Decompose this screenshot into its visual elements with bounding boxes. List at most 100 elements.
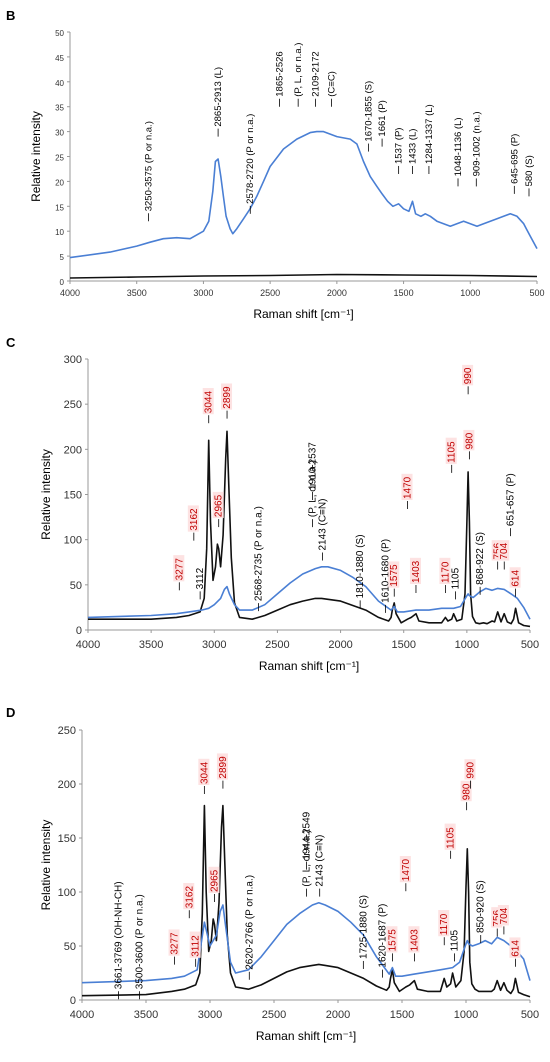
annotation-label: 3250-3575 (P or n.a.) [143,121,154,211]
annotation: 3162 [187,505,200,541]
x-tick-label: 3500 [139,639,163,651]
y-tick-label: 250 [58,725,76,737]
annotation: 2865-2913 (L) [213,67,224,137]
annotation-highlight [189,931,201,958]
x-tick-label: 3000 [198,1009,222,1021]
annotation: 1048-1136 (L) [453,117,464,187]
panel-label: B [6,8,15,23]
annotation-label: 1403 [411,560,422,583]
x-tick-label: 1500 [391,639,415,651]
y-tick-label: 100 [58,887,76,899]
annotation: 1910-2537 [307,442,318,500]
annotation-highlight [498,540,510,561]
annotation-label: 1403 [409,929,420,952]
y-axis-label: Relative intensity [39,449,53,540]
annotation-label: 1433 (L) [408,129,419,164]
y-tick-label: 250 [64,399,82,411]
series-line-black [88,430,531,628]
annotation: 756 [491,907,503,937]
annotation: 614 [509,937,521,967]
annotation: 2620-2766 (P or n.a.) [244,875,255,980]
annotation: 1170 [438,910,450,946]
annotation: 980 [463,429,475,460]
annotation: 2578-2720 (P or n.a.) [245,114,256,214]
annotation-highlight [208,866,220,893]
annotation-label: 2568-2735 (P or n.a.) [253,506,264,601]
annotation-label: 1105 [450,567,461,589]
annotation: 614 [509,567,522,597]
annotation: 990 [462,364,474,395]
x-tick-label: 500 [521,1009,539,1021]
annotation-label: 1170 [439,913,450,935]
annotation: 2568-2735 (P or n.a.) [253,506,264,612]
annotation: 1105 [444,823,457,859]
annotation: 1670-1855 (S) [364,81,375,152]
x-tick-label: 2500 [260,288,280,298]
annotation-label: 3044 [204,391,215,414]
annotation-highlight [187,505,199,532]
annotation-label: 1537 (P) [394,128,405,164]
annotation-highlight [509,567,521,588]
x-tick-label: 2000 [327,288,347,298]
annotation: 1403 [408,926,420,962]
y-tick-label: 150 [64,490,82,502]
annotation-highlight [216,753,228,780]
x-tick-label: 3500 [127,288,147,298]
y-axis-label: Relative intensity [39,820,53,911]
annotation-highlight [460,780,472,802]
annotation-highlight [202,388,214,415]
annotation-highlight [401,473,413,501]
annotation-label: 2899 [222,386,233,409]
x-tick-label: 2500 [265,639,289,651]
y-tick-label: 50 [70,580,82,592]
annotation-label: 704 [499,907,510,924]
annotation-label: 614 [511,570,522,587]
y-axis-label: Relative intensity [29,111,43,202]
x-tick-label: 2000 [326,1009,350,1021]
annotation: 1433 (L) [408,129,419,174]
annotation-label: 1865-2526 [274,51,285,96]
y-tick-label: 15 [55,203,64,212]
annotation-label: 1105 [447,441,458,463]
annotation-highlight [445,437,457,464]
chart-panel-c: C 0 50 100 150 200 250 300 4000 3500 3000 2500 2000 1… [6,335,539,673]
annotation: 1470 [399,856,412,892]
annotation: 2899 [221,383,233,419]
x-tick-label: 4000 [60,288,80,298]
annotation: 2965 [212,491,225,528]
annotation: 645-695 (P) [509,134,520,194]
annotation-highlight [212,491,224,519]
annotation: 1944-2549 [302,811,313,870]
annotation-highlight [183,883,195,910]
annotation-label: 580 (S) [524,155,535,186]
annotation: (C≡C) [327,71,338,107]
annotation-highlight [509,937,521,958]
panel-label: C [6,335,16,350]
annotation-highlight [491,540,503,561]
annotation: 990 [464,759,476,789]
annotation-label: 1944-2549 [302,811,313,859]
annotation-highlight [409,557,421,585]
y-tick-label: 25 [55,154,64,163]
annotation-label: 3112 [191,935,202,957]
annotation-label: 3277 [174,558,185,581]
annotation: 3112 [195,567,206,600]
x-tick-label: 4000 [70,1009,94,1021]
y-tick-label: 30 [55,129,64,138]
annotation-label: 1170 [440,561,451,583]
annotation: 850-920 (S) [476,880,487,944]
annotation: 1620-1687 (P) [377,904,388,978]
x-tick-label: 1000 [455,639,479,651]
annotation: 1105 [450,567,461,600]
annotation-label: 2620-2766 (P or n.a.) [244,875,255,970]
x-axis-label: Raman shift [cm⁻¹] [259,659,359,673]
annotation-label: 850-920 (S) [476,880,487,933]
annotation-label: 3112 [195,567,206,589]
annotation: (P, L, or n.a.) [293,43,304,107]
x-tick-label: 2500 [262,1009,286,1021]
x-tick-label: 3500 [134,1009,158,1021]
annotation: 1610-1680 (P) [380,539,391,613]
annotation-label: 3661-3769 (OH-NH-CH) [113,881,124,989]
annotation-label: 3044 [199,761,210,784]
